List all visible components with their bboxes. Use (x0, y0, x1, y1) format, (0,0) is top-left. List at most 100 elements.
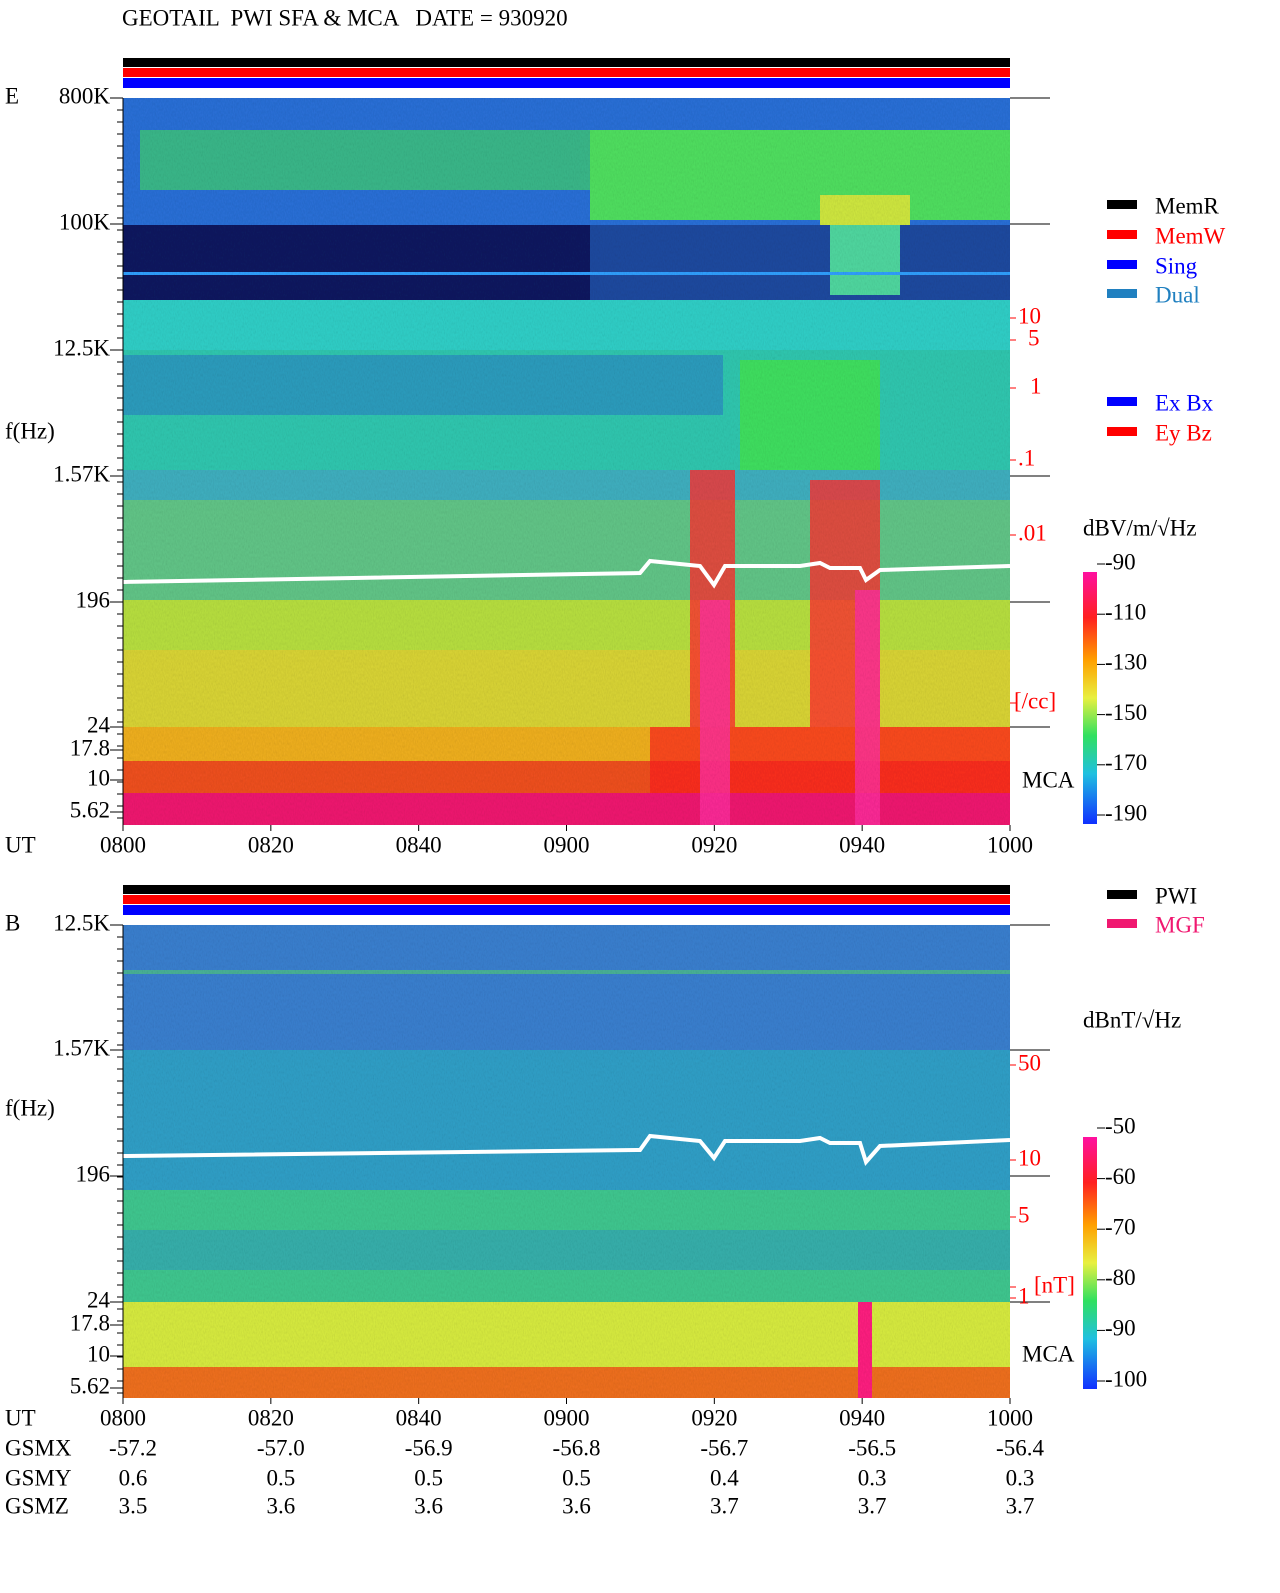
legend-label: MemW (1155, 223, 1226, 248)
scale-label: .1 (1018, 445, 1035, 470)
orbit-value: 3.7 (858, 1493, 887, 1518)
colorbar-unit: dBnT/√Hz (1083, 1007, 1181, 1032)
time-tick-label: 0840 (396, 832, 442, 857)
plasma-line (122, 558, 1011, 589)
spectrogram-b (123, 925, 1010, 1398)
scale-label: 1 (1030, 373, 1042, 398)
mca-label: MCA (1022, 767, 1075, 792)
freq-label: 5.62 (70, 1373, 110, 1398)
legend-label: PWI (1155, 883, 1197, 908)
legend-label: Dual (1155, 282, 1200, 307)
panel-label: E (5, 83, 19, 108)
time-tick-label: 0900 (544, 832, 590, 857)
legend-label: MGF (1155, 912, 1205, 937)
orbit-value: -56.9 (405, 1435, 453, 1460)
orbit-value: 0.6 (119, 1465, 148, 1490)
time-tick-label: 0800 (100, 1405, 146, 1430)
freq-label: 196 (76, 587, 111, 612)
time-tick-label: 1000 (987, 832, 1033, 857)
orbit-label: GSMY (5, 1465, 72, 1490)
legend-swatch (1107, 890, 1137, 899)
time-tick-label: 0920 (691, 832, 737, 857)
legend-label: Sing (1155, 253, 1198, 278)
scale-label: 5 (1028, 325, 1040, 350)
time-label: UT (5, 1405, 36, 1430)
time-tick-label: 0920 (691, 1405, 737, 1430)
legend-swatch (1107, 200, 1137, 209)
legend-swatch (1107, 427, 1137, 436)
scale-label: 10 (1018, 303, 1041, 328)
colorbar-label: -110 (1105, 599, 1146, 624)
orbit-value: -56.5 (848, 1435, 896, 1460)
scale-label: [nT] (1034, 1272, 1075, 1297)
colorbar-label: -190 (1105, 800, 1147, 825)
colorbar-label: -170 (1105, 750, 1147, 775)
colorbar-label: -80 (1105, 1265, 1136, 1290)
scale-label: 1 (1018, 1283, 1030, 1308)
colorbar (1083, 1137, 1097, 1389)
time-tick-label: 0820 (248, 1405, 294, 1430)
freq-label: 1.57K (53, 1035, 110, 1060)
colorbar-label: -50 (1105, 1113, 1136, 1138)
orbit-value: -56.8 (553, 1435, 601, 1460)
freq-label: 100K (59, 209, 111, 234)
colorbar-label: -60 (1105, 1164, 1136, 1189)
legend-swatch (1107, 230, 1137, 239)
time-tick-label: 0940 (839, 832, 885, 857)
plasma-line (122, 1133, 1011, 1166)
orbit-value: 3.7 (1006, 1493, 1035, 1518)
colorbar-label: -90 (1105, 1316, 1136, 1341)
orbit-value: -56.7 (700, 1435, 748, 1460)
scale-label: 5 (1018, 1202, 1030, 1227)
spectrogram-e (123, 98, 1010, 825)
orbit-value: 3.7 (710, 1493, 739, 1518)
legend-swatch (1107, 260, 1137, 269)
orbit-label: GSMX (5, 1435, 72, 1460)
time-tick-label: 1000 (987, 1405, 1033, 1430)
legend-label: Ey Bz (1155, 420, 1212, 445)
orbit-value: 0.3 (858, 1465, 887, 1490)
freq-label: 1.57K (53, 461, 110, 486)
scale-label: 50 (1018, 1050, 1041, 1075)
orbit-value: 3.6 (562, 1493, 591, 1518)
scale-label: .01 (1018, 520, 1047, 545)
legend-swatch (1107, 397, 1137, 406)
orbit-value: 0.5 (266, 1465, 295, 1490)
orbit-value: 0.4 (710, 1465, 739, 1490)
freq-label: 17.8 (70, 1310, 110, 1335)
mca-label: MCA (1022, 1341, 1075, 1366)
colorbar-label: -130 (1105, 650, 1147, 675)
freq-label: 12.5K (53, 335, 110, 360)
freq-label: 10 (87, 1341, 110, 1366)
freq-label: 196 (76, 1161, 111, 1186)
scale-label: 10 (1018, 1145, 1041, 1170)
orbit-value: 0.5 (562, 1465, 591, 1490)
panel-label: B (5, 910, 20, 935)
colorbar-label: -70 (1105, 1214, 1136, 1239)
legend-swatch (1107, 919, 1137, 928)
colorbar (1083, 572, 1097, 824)
colorbar-unit: dBV/m/√Hz (1083, 515, 1197, 540)
orbit-value: 3.6 (266, 1493, 295, 1518)
title: GEOTAIL PWI SFA & MCA DATE = 930920 (122, 5, 568, 30)
freq-label: 10 (87, 765, 110, 790)
axis-label: f(Hz) (5, 1095, 55, 1120)
colorbar-label: -100 (1105, 1366, 1147, 1391)
orbit-value: -56.4 (996, 1435, 1044, 1460)
orbit-value: -57.0 (257, 1435, 305, 1460)
legend-swatch (1107, 289, 1137, 298)
time-tick-label: 0940 (839, 1405, 885, 1430)
time-tick-label: 0900 (544, 1405, 590, 1430)
freq-label: 800K (59, 83, 111, 108)
freq-label: 5.62 (70, 797, 110, 822)
colorbar-label: -90 (1105, 549, 1136, 574)
orbit-value: 0.5 (414, 1465, 443, 1490)
time-tick-label: 0840 (396, 1405, 442, 1430)
time-tick-label: 0800 (100, 832, 146, 857)
scale-label: [/cc] (1014, 688, 1056, 713)
freq-label: 24 (87, 712, 111, 737)
time-tick-label: 0820 (248, 832, 294, 857)
status-bars (123, 58, 1010, 915)
orbit-value: 3.6 (414, 1493, 443, 1518)
